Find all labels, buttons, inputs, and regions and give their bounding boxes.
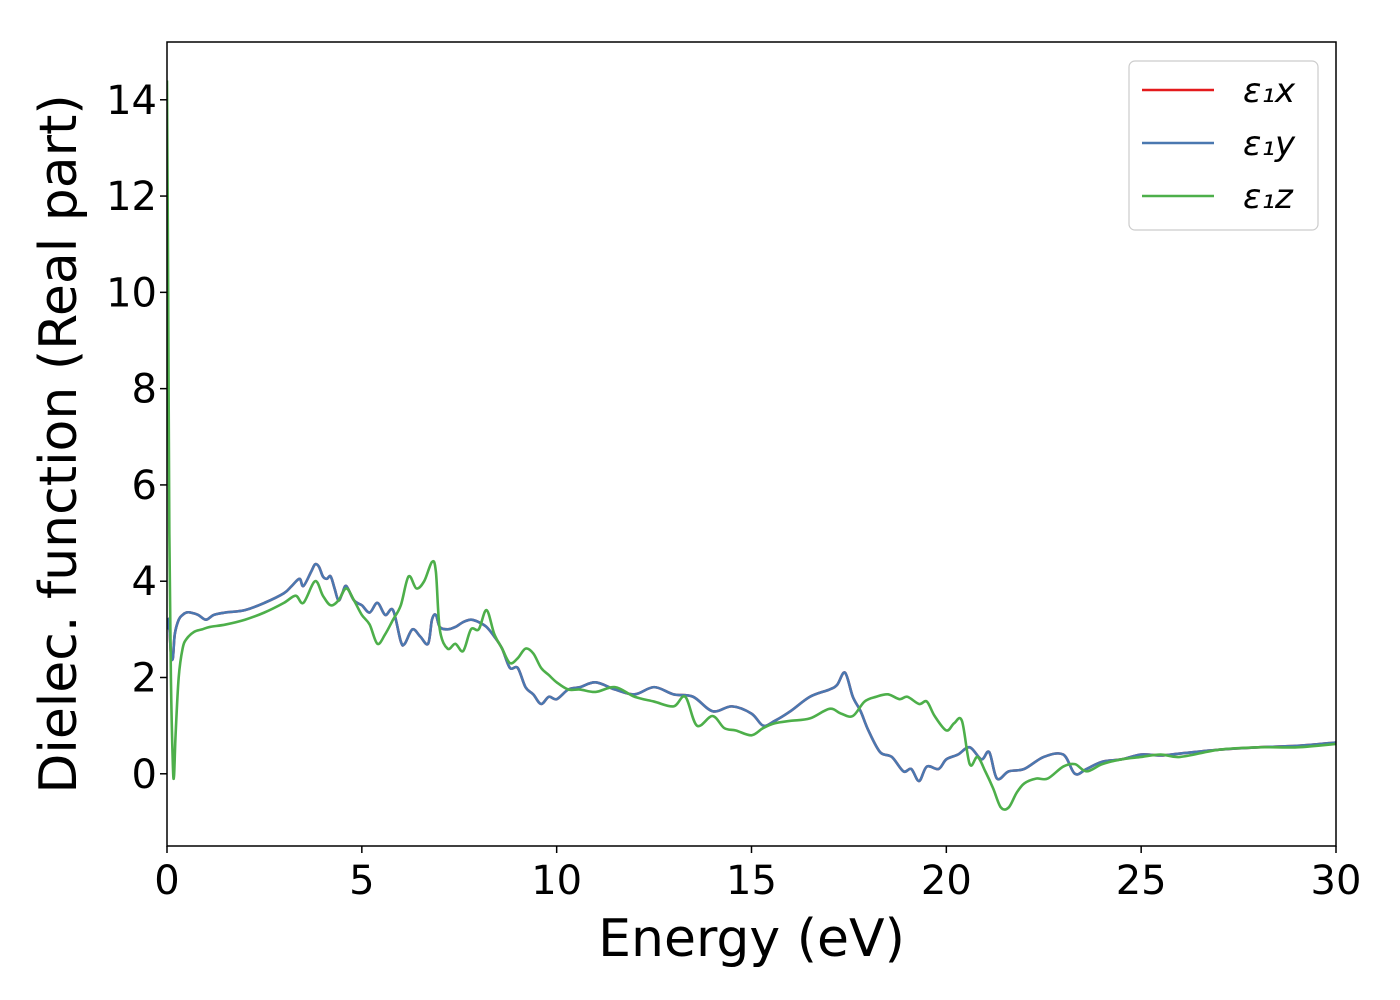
series-layer — [167, 80, 1336, 811]
series-line-2 — [167, 562, 1336, 783]
y-tick-label: 0 — [132, 752, 157, 798]
x-tick-label: 5 — [349, 858, 374, 904]
x-tick-label: 25 — [1116, 858, 1167, 904]
x-tick-label: 0 — [154, 858, 179, 904]
x-tick-label: 20 — [921, 858, 972, 904]
y-tick-label: 8 — [132, 367, 157, 413]
legend-box — [1128, 60, 1319, 231]
y-tick-label: 10 — [106, 270, 157, 316]
series-line-1 — [167, 562, 1336, 783]
x-tick-label: 30 — [1311, 858, 1362, 904]
y-tick-label: 14 — [106, 78, 157, 124]
y-axis-label: Dielec. function (Real part) — [29, 94, 89, 793]
x-tick-label: 15 — [726, 858, 777, 904]
series-line-3 — [167, 80, 1336, 811]
y-tick-label: 6 — [132, 463, 157, 509]
legend-label-1: ε₁x — [1243, 71, 1296, 111]
x-axis-label: Energy (eV) — [598, 909, 905, 969]
legend-label-2: ε₁y — [1243, 124, 1296, 164]
ticks-layer: 0 5 10 15 20 25 30 0 2 4 6 8 10 12 14 — [106, 78, 1361, 904]
y-tick-label: 4 — [132, 559, 157, 605]
y-tick-label: 12 — [106, 174, 157, 220]
legend: ε₁x ε₁y ε₁z — [1128, 60, 1319, 231]
y-tick-label: 2 — [132, 655, 157, 701]
x-tick-label: 10 — [531, 858, 582, 904]
legend-label-3: ε₁z — [1243, 177, 1294, 217]
